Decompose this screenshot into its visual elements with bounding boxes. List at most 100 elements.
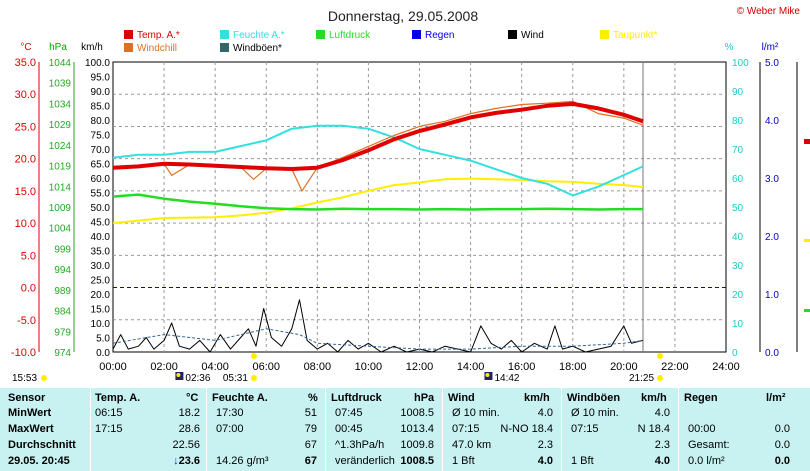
wind-tick-label: 90.0 bbox=[91, 87, 111, 98]
pressure-tick-label: 994 bbox=[54, 265, 71, 276]
x-tick-label: 14:00 bbox=[457, 361, 485, 373]
legend-swatch bbox=[220, 43, 229, 52]
stats-cell-press-t: 07:45 bbox=[335, 407, 363, 419]
humidity-tick-label: 100 bbox=[732, 58, 749, 69]
humidity-tick-label: 30 bbox=[732, 261, 744, 272]
x-tick-label: 12:00 bbox=[406, 361, 434, 373]
x-tick-label: 06:00 bbox=[252, 361, 280, 373]
header-temp-unit: °C bbox=[186, 392, 199, 404]
right-partial-panel bbox=[796, 62, 810, 352]
pressure-tick-label: 974 bbox=[54, 348, 71, 359]
temp-tick-label: 15.0 bbox=[15, 186, 36, 198]
stats-cell-gust-v: 2.3 bbox=[654, 439, 670, 451]
temp-unit-label: °C bbox=[20, 42, 31, 53]
trend-down-arrow-icon: ↓ bbox=[173, 455, 179, 467]
time-left-label: 15:53 bbox=[12, 373, 37, 384]
header-rain: Regen bbox=[684, 392, 718, 404]
sun-icon bbox=[250, 353, 257, 359]
pressure-tick-label: 1029 bbox=[49, 120, 72, 131]
stats-cell-temp-v: ↓23.6 bbox=[173, 455, 200, 467]
stats-cell-press-t: veränderlich bbox=[335, 455, 395, 467]
pressure-tick-label: 1014 bbox=[49, 182, 72, 193]
pressure-tick-label: 1004 bbox=[49, 224, 72, 235]
stats-cell-rain-t: Gesamt: bbox=[688, 439, 730, 451]
series-line-temp-a bbox=[112, 101, 644, 171]
stats-cell-hum-t: 07:00 bbox=[216, 423, 244, 435]
stats-cell-hum-v: 67 bbox=[304, 455, 317, 467]
pressure-unit-label: hPa bbox=[49, 42, 67, 53]
humidity-tick-label: 0 bbox=[732, 348, 738, 359]
wind-tick-label: 70.0 bbox=[91, 145, 111, 156]
wind-tick-label: 10.0 bbox=[91, 319, 111, 330]
humidity-tick-label: 80 bbox=[732, 116, 744, 127]
wind-tick-label: 25.0 bbox=[91, 276, 111, 287]
x-tick-label: 04:00 bbox=[201, 361, 229, 373]
pressure-tick-label: 984 bbox=[54, 307, 71, 318]
temp-tick-label: 35.0 bbox=[15, 57, 36, 69]
legend: Temp. A.* Feuchte A.* Luftdruck Regen Wind Ta… bbox=[124, 30, 658, 54]
legend-swatch bbox=[124, 43, 133, 52]
chart-grid bbox=[112, 61, 727, 353]
pressure-tick-label: 1044 bbox=[49, 58, 72, 69]
legend-swatch bbox=[124, 30, 133, 39]
stats-cell-gust-v: N 18.4 bbox=[637, 423, 670, 435]
x-tick-label: 00:00 bbox=[99, 361, 127, 373]
stats-cell-hum-t: 14.26 g/m³ bbox=[216, 455, 269, 467]
pressure-tick-label: 1034 bbox=[49, 99, 72, 110]
rain-tick-label: 1.0 bbox=[765, 290, 779, 301]
pressure-tick-label: 999 bbox=[54, 244, 71, 255]
temp-tick-label: 10.0 bbox=[15, 218, 36, 230]
rain-tick-label: 2.0 bbox=[765, 232, 779, 243]
wind-tick-label: 35.0 bbox=[91, 247, 111, 258]
credit-text: © Weber Mike bbox=[737, 6, 801, 17]
wind-tick-label: 45.0 bbox=[91, 218, 111, 229]
temp-tick-label: 30.0 bbox=[15, 89, 36, 101]
stats-cell-gust-t: 07:15 bbox=[571, 423, 599, 435]
wind-tick-label: 65.0 bbox=[91, 160, 111, 171]
temp-tick-label: 0.0 bbox=[21, 283, 36, 295]
stats-cell-wind-v: 2.3 bbox=[537, 439, 553, 451]
rain-tick-label: 3.0 bbox=[765, 174, 779, 185]
header-temp: Temp. A. bbox=[95, 392, 141, 404]
stats-cell-gust-v: 4.0 bbox=[654, 407, 670, 419]
humidity-tick-label: 40 bbox=[732, 232, 744, 243]
legend-label: Feuchte A.* bbox=[233, 30, 285, 41]
stats-cell-hum-v: 51 bbox=[304, 407, 317, 419]
time-mark-label: 14:42 bbox=[494, 373, 519, 384]
series-line-wind bbox=[112, 299, 644, 353]
pressure-tick-label: 989 bbox=[54, 286, 71, 297]
legend-label: Taupunkt* bbox=[613, 30, 658, 41]
stats-cell-wind-t: 07:15 bbox=[452, 423, 480, 435]
stats-cell-wind-t: Ø 10 min. bbox=[452, 407, 500, 419]
axis-units: °C hPa km/h % l/m² bbox=[20, 42, 779, 53]
weather-chart: Donnerstag, 29.05.2008 © Weber Mike Temp… bbox=[11, 6, 810, 384]
wind-tick-label: 85.0 bbox=[91, 102, 111, 113]
pressure-tick-label: 1009 bbox=[49, 203, 72, 214]
x-tick-label: 20:00 bbox=[610, 361, 638, 373]
wind-tick-label: 30.0 bbox=[91, 261, 111, 272]
header-pressure-unit: hPa bbox=[414, 392, 435, 404]
series-line-taupunkt bbox=[112, 177, 644, 225]
x-tick-label: 18:00 bbox=[559, 361, 587, 373]
legend-label: Wind bbox=[521, 30, 544, 41]
stats-cell-wind-v: N-NO 18.4 bbox=[500, 423, 553, 435]
stats-cell-press-v: 1008.5 bbox=[400, 455, 434, 467]
stats-cell-press-v: 1013.4 bbox=[400, 423, 434, 435]
wind-tick-label: 50.0 bbox=[91, 203, 111, 214]
x-tick-label: 24:00 bbox=[712, 361, 740, 373]
stats-cell-hum-v: 79 bbox=[304, 423, 317, 435]
stats-cell-wind-v: 4.0 bbox=[537, 455, 553, 467]
wind-tick-label: 20.0 bbox=[91, 290, 111, 301]
humidity-tick-label: 70 bbox=[732, 145, 744, 156]
time-mark-label: 02:36 bbox=[185, 373, 210, 384]
stats-cell-wind-v: 4.0 bbox=[537, 407, 553, 419]
stats-table: Sensor Temp. A. °C Feuchte A. % Luftdruc… bbox=[0, 388, 810, 471]
stats-cell-label: Durchschnitt bbox=[8, 439, 76, 451]
stats-cell-temp-v: 18.2 bbox=[178, 407, 200, 419]
stats-cell-wind-t: 1 Bft bbox=[452, 455, 475, 467]
time-marks: 15:53 02:36 05:31 14:42 21:25 bbox=[12, 353, 664, 384]
legend-swatch bbox=[508, 30, 517, 39]
rain-tick-label: 0.0 bbox=[765, 348, 779, 359]
legend-swatch bbox=[220, 30, 229, 39]
stats-cell-rain-v: 0.0 bbox=[774, 439, 790, 451]
